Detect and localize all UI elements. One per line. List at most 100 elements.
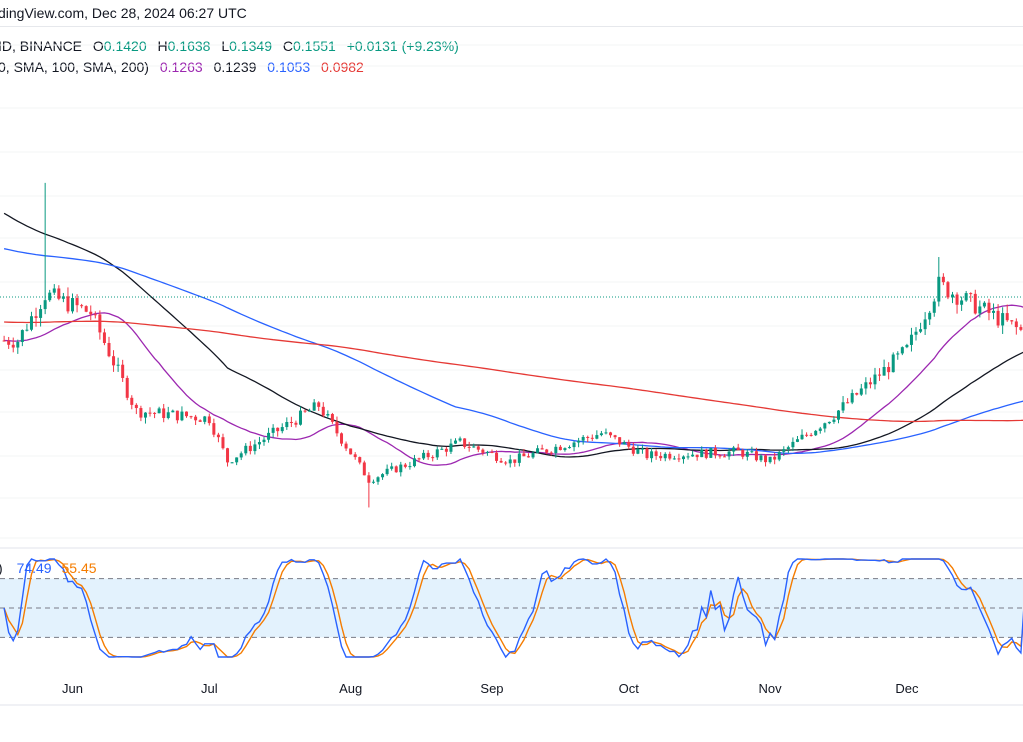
candle-body	[554, 446, 558, 454]
candle-body	[485, 451, 489, 453]
candle	[107, 336, 111, 358]
candle	[257, 436, 261, 450]
candle	[431, 455, 435, 462]
candle-body	[153, 412, 157, 414]
candle-body	[595, 435, 599, 439]
candle	[340, 432, 344, 447]
candle-body	[180, 411, 184, 421]
candle	[203, 415, 207, 425]
candle-body	[932, 301, 936, 313]
candle-body	[868, 382, 872, 385]
candle	[545, 448, 549, 455]
candle-body	[558, 446, 562, 451]
candle-body	[941, 276, 945, 283]
candle	[668, 451, 672, 461]
candle-body	[677, 458, 681, 460]
candle-body	[905, 344, 909, 348]
candle-body	[444, 448, 448, 452]
candle	[66, 287, 70, 314]
candle	[563, 447, 567, 452]
candle-body	[75, 298, 79, 306]
candle-body	[590, 437, 594, 439]
ma-value-1: 0.1263	[159, 59, 203, 75]
candle-body	[139, 408, 143, 418]
candle-body	[964, 293, 968, 301]
candle-body	[198, 420, 202, 422]
candle	[16, 339, 20, 354]
candle	[659, 452, 663, 461]
candle	[837, 410, 841, 424]
candle	[522, 449, 526, 457]
candle	[941, 273, 945, 286]
candle	[864, 377, 868, 395]
symbol-label[interactable]: ID, BINANCE	[0, 38, 83, 54]
candle	[153, 412, 157, 419]
candle	[987, 298, 991, 321]
candle-body	[289, 421, 293, 423]
candle-body	[280, 427, 284, 432]
candle-body	[162, 408, 166, 419]
candle	[691, 450, 695, 457]
candle	[745, 448, 749, 461]
candle-body	[759, 455, 763, 461]
candle	[280, 423, 284, 434]
candle	[950, 291, 954, 304]
candle	[399, 461, 403, 477]
candle-body	[704, 449, 708, 458]
candle	[540, 444, 544, 450]
candle	[335, 416, 339, 437]
candle	[549, 451, 553, 456]
candle	[599, 430, 603, 437]
candle-body	[417, 458, 421, 460]
ma-label[interactable]: 0, SMA, 100, SMA, 200)	[0, 59, 149, 75]
candle-body	[536, 448, 540, 453]
x-tick-label-dec: Dec	[895, 681, 919, 696]
candle-body	[207, 416, 211, 424]
candle-body	[166, 412, 170, 419]
candle	[914, 327, 918, 341]
candle-body	[495, 452, 499, 461]
candle-body	[540, 448, 544, 450]
candle	[654, 449, 658, 460]
candle	[112, 350, 116, 372]
candle-body	[490, 451, 494, 453]
candle	[25, 323, 29, 332]
candle	[7, 336, 11, 349]
candle-body	[16, 341, 20, 348]
candle-body	[440, 448, 444, 450]
candle-body	[978, 306, 982, 314]
candle-body	[426, 452, 430, 458]
candle	[130, 395, 134, 410]
candle-body	[148, 412, 152, 414]
candle	[422, 449, 426, 461]
candle	[827, 421, 831, 425]
candle-body	[745, 451, 749, 457]
candle	[905, 343, 909, 349]
candle-body	[672, 458, 676, 460]
candle-body	[586, 436, 590, 438]
close-label: C	[282, 38, 293, 54]
candle	[80, 303, 84, 309]
candle-body	[267, 432, 271, 440]
candle-body	[412, 458, 416, 467]
x-tick-label-sep: Sep	[480, 681, 503, 696]
candle-body	[29, 316, 33, 330]
candle	[937, 257, 941, 307]
candle	[982, 301, 986, 309]
candle	[317, 401, 321, 412]
candle-body	[859, 388, 863, 395]
candle	[1005, 304, 1009, 322]
candle-body	[791, 441, 795, 448]
ma-value-4: 0.0982	[321, 59, 364, 75]
candle-body	[226, 448, 230, 463]
candle	[1010, 319, 1014, 325]
candle-body	[298, 410, 302, 425]
candle-body	[93, 314, 97, 316]
candle-body	[203, 416, 207, 422]
candle	[298, 406, 302, 426]
candle	[672, 455, 676, 460]
candle	[718, 454, 722, 459]
candle-body	[143, 412, 147, 418]
candle-body	[472, 446, 476, 448]
